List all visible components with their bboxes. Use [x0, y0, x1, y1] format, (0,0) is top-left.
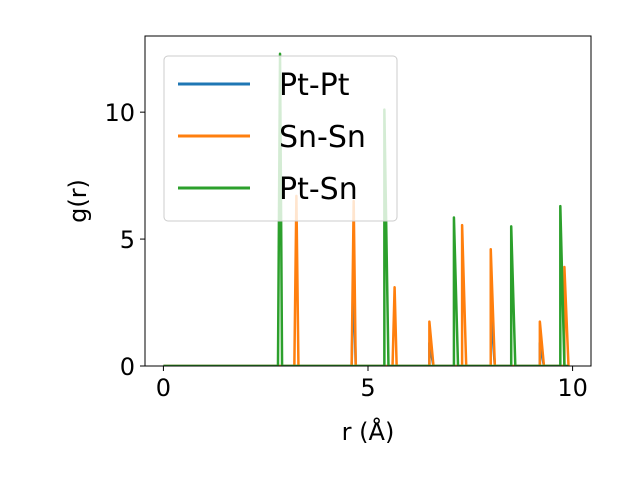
y-tick-label: 0 — [120, 353, 135, 381]
y-axis-ticks: 0 5 10 — [104, 99, 145, 381]
legend-box — [163, 55, 398, 222]
x-axis-label: r (Å) — [342, 417, 395, 446]
legend: Pt-Pt Sn-Sn Pt-Sn — [163, 55, 398, 222]
y-tick-label: 10 — [104, 99, 135, 127]
y-tick-label: 5 — [120, 226, 135, 254]
x-axis-ticks: 0 5 10 — [156, 366, 588, 402]
legend-label-pt-sn: Pt-Sn — [279, 172, 358, 207]
x-tick-label: 5 — [360, 374, 375, 402]
x-tick-label: 10 — [557, 374, 588, 402]
x-tick-label: 0 — [156, 374, 171, 402]
legend-label-pt-pt: Pt-Pt — [279, 68, 350, 103]
series-line-pt-pt — [163, 275, 569, 366]
y-axis-label: g(r) — [64, 179, 92, 223]
legend-label-sn-sn: Sn-Sn — [279, 120, 366, 155]
